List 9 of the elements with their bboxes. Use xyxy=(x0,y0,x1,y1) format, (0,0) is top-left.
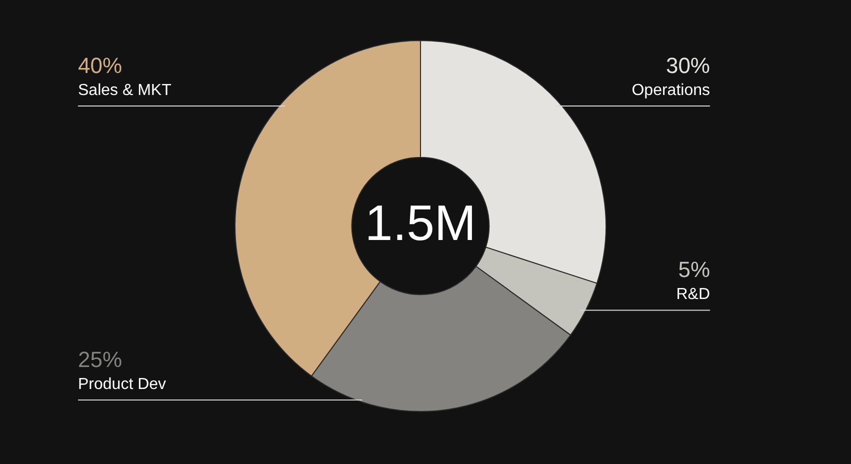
text: 1.5M xyxy=(364,194,476,251)
slice-label: Product Dev xyxy=(78,376,166,393)
slice-label: Operations xyxy=(632,82,710,99)
data-label: 25% xyxy=(78,347,122,372)
slice-label: Sales & MKT xyxy=(78,82,172,99)
data-label: 30% xyxy=(666,53,710,78)
data-label: 5% xyxy=(678,257,710,282)
slice-label: R&D xyxy=(676,286,710,304)
data-label: 40% xyxy=(78,53,122,78)
